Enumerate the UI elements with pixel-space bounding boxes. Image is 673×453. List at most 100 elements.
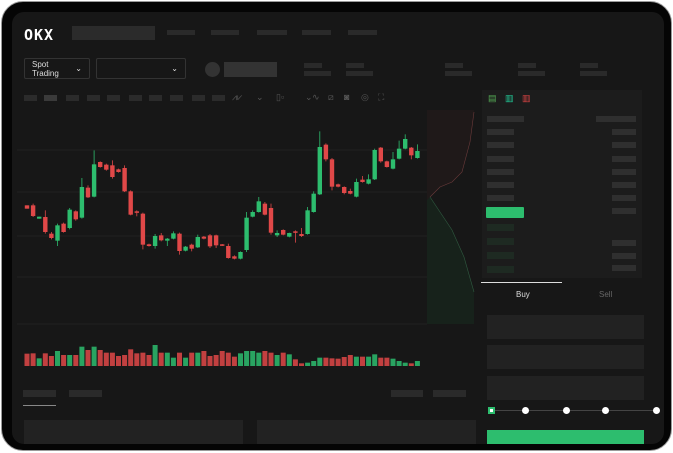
bid-price xyxy=(487,252,514,259)
volume-bar xyxy=(274,355,280,366)
volume-bar xyxy=(207,356,213,366)
slider-step[interactable] xyxy=(563,407,570,414)
volume-bar xyxy=(213,355,219,366)
slider-step[interactable] xyxy=(522,407,529,414)
amount-input[interactable] xyxy=(487,345,644,369)
camera-icon[interactable]: ◙ xyxy=(344,92,350,102)
timeframe-button[interactable] xyxy=(24,95,37,101)
stat-value xyxy=(304,71,331,76)
tab-buy[interactable]: Buy xyxy=(516,290,530,299)
settings-icon[interactable]: ◎ xyxy=(361,92,369,102)
volume-bar xyxy=(238,353,243,366)
stat-label xyxy=(580,63,598,68)
tab-open-orders[interactable] xyxy=(23,390,56,397)
search-input[interactable] xyxy=(72,26,155,40)
ask-price xyxy=(487,195,514,201)
candle-body xyxy=(177,233,182,251)
candle-body xyxy=(61,223,66,232)
buy-button[interactable] xyxy=(487,430,644,444)
volume-bar xyxy=(183,357,189,366)
book-both-icon[interactable]: ▤ xyxy=(488,93,497,103)
candle-body xyxy=(195,237,200,248)
timeframe-button[interactable] xyxy=(149,95,162,101)
volume-bar xyxy=(195,352,201,366)
candle-body xyxy=(323,144,329,160)
timeframe-button[interactable] xyxy=(44,95,57,101)
book-header-amount xyxy=(596,116,636,122)
candle-body xyxy=(250,212,255,217)
candle-body xyxy=(226,246,231,258)
volume-bar xyxy=(79,346,85,366)
slider-step[interactable] xyxy=(602,407,609,414)
amount-slider[interactable] xyxy=(492,410,657,411)
volume-bar xyxy=(280,352,286,366)
nav-item[interactable] xyxy=(211,30,239,35)
volume-bar xyxy=(372,354,378,366)
chevron-down-icon[interactable]: ⌄ xyxy=(305,92,313,102)
volume-bar xyxy=(109,352,115,366)
ask-amount xyxy=(612,208,636,214)
pair-dropdown[interactable]: ⌄ xyxy=(96,58,186,79)
book-asks-icon[interactable]: ▥ xyxy=(522,93,531,103)
nav-item[interactable] xyxy=(257,30,287,35)
book-bids-icon[interactable]: ▥ xyxy=(505,93,514,103)
bid-amount xyxy=(612,253,636,259)
total-input[interactable] xyxy=(487,376,644,400)
timeframe-button[interactable] xyxy=(87,95,100,101)
ruler-icon[interactable]: ⧄ xyxy=(328,92,334,102)
timeframe-button[interactable] xyxy=(212,95,225,101)
volume-bar xyxy=(36,358,42,366)
candle-body xyxy=(128,191,133,215)
volume-bar xyxy=(366,356,372,366)
candle-body xyxy=(372,150,377,180)
volume-bar xyxy=(146,355,152,366)
candle-body xyxy=(299,234,304,236)
candle-body xyxy=(360,179,365,182)
volume-bar xyxy=(402,362,408,366)
bid-price xyxy=(487,224,514,231)
timeframe-button[interactable] xyxy=(66,95,79,101)
line-icon[interactable]: ∿ xyxy=(312,92,320,102)
timeframe-button[interactable] xyxy=(192,95,205,101)
nav-item[interactable] xyxy=(348,30,377,35)
depth-asks-line xyxy=(429,111,475,198)
candle-body xyxy=(37,216,42,219)
candle-body xyxy=(85,187,91,198)
candle-body xyxy=(317,147,322,195)
candle-body xyxy=(104,164,109,170)
candle-body xyxy=(342,187,347,193)
price-chart[interactable] xyxy=(12,12,664,444)
spot-trading-dropdown[interactable]: Spot Trading ⌄ xyxy=(24,58,90,79)
tab-sell[interactable]: Sell xyxy=(599,290,613,299)
ask-price xyxy=(487,169,514,175)
volume-bar xyxy=(30,353,36,366)
tab-history[interactable] xyxy=(69,390,102,397)
volume-bar xyxy=(97,350,103,366)
tab-option[interactable] xyxy=(391,390,423,397)
candle-body xyxy=(49,233,54,238)
ask-amount xyxy=(612,182,636,188)
volume-bar xyxy=(250,351,256,366)
fullscreen-icon[interactable]: ⛶ xyxy=(378,92,385,102)
slider-step[interactable] xyxy=(653,407,660,414)
chart-type-icon[interactable]: ▯▫ xyxy=(276,92,285,102)
timeframe-button[interactable] xyxy=(129,95,142,101)
candle-body xyxy=(189,244,194,249)
price-input[interactable] xyxy=(487,315,644,339)
volume-bar xyxy=(61,355,67,366)
nav-item[interactable] xyxy=(302,30,331,35)
slider-handle[interactable] xyxy=(488,407,495,414)
nav-item[interactable] xyxy=(167,30,195,35)
timeframe-button[interactable] xyxy=(170,95,183,101)
volume-bar xyxy=(353,356,359,366)
tab-option[interactable] xyxy=(433,390,466,397)
volume-bar xyxy=(408,363,414,366)
ask-price xyxy=(487,182,514,188)
candle-body xyxy=(134,211,139,213)
indicator-icon[interactable]: ⩘⩗ xyxy=(232,92,243,102)
timeframe-button[interactable] xyxy=(107,95,120,101)
volume-bar xyxy=(360,356,365,366)
volume-bar xyxy=(91,346,97,366)
chevron-down-icon[interactable]: ⌄ xyxy=(256,92,264,102)
